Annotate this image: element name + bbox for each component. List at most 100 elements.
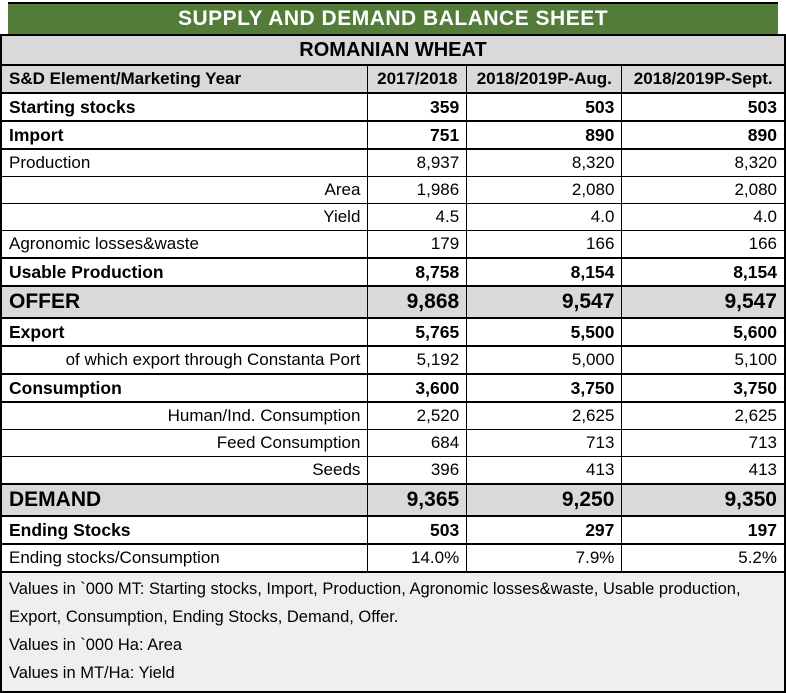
cell-value: 5,100 [621, 345, 786, 375]
cell-value: 2,625 [621, 401, 786, 430]
table-row-offer: OFFER 9,868 9,547 9,547 [0, 285, 786, 319]
cell-value: 4.5 [367, 203, 468, 231]
row-label: OFFER [0, 285, 369, 319]
cell-value: 1,986 [367, 176, 468, 204]
cell-value: 9,365 [367, 483, 468, 517]
footnotes-cell: Values in `000 MT: Starting stocks, Impo… [0, 571, 786, 693]
table-row-constanta-port-export: of which export through Constanta Port 5… [0, 345, 786, 375]
table-row-export: Export 5,765 5,500 5,600 [0, 317, 786, 347]
row-label: Ending stocks/Consumption [0, 543, 369, 573]
row-label: Feed Consumption [0, 429, 369, 457]
footnote-units-mt: Values in `000 MT: Starting stocks, Impo… [9, 580, 741, 626]
cell-value: 890 [466, 120, 623, 150]
column-header-2018-2019-aug: 2018/2019P-Aug. [466, 64, 623, 94]
cell-value: 3,600 [367, 373, 468, 403]
row-label: DEMAND [0, 483, 369, 517]
cell-value: 684 [367, 429, 468, 457]
cell-value: 2,080 [466, 176, 623, 204]
cell-value: 297 [466, 515, 623, 545]
cell-value: 5,000 [466, 345, 623, 375]
cell-value: 9,547 [466, 285, 623, 319]
cell-value: 2,520 [367, 401, 468, 430]
table-row-yield: Yield 4.5 4.0 4.0 [0, 203, 786, 231]
column-header-element: S&D Element/Marketing Year [0, 64, 369, 94]
row-label: Consumption [0, 373, 369, 403]
footnote-units-ha: Values in `000 Ha: Area [9, 636, 183, 654]
table-row-seeds: Seeds 396 413 413 [0, 456, 786, 485]
table-row-starting-stocks: Starting stocks 359 503 503 [0, 92, 786, 122]
cell-value: 166 [466, 230, 623, 259]
subtitle-row: ROMANIAN WHEAT [0, 34, 786, 66]
cell-value: 7.9% [466, 543, 623, 573]
cell-value: 713 [621, 429, 786, 457]
cell-value: 5,500 [466, 317, 623, 347]
title-bar: SUPPLY AND DEMAND BALANCE SHEET [8, 2, 778, 34]
table-row-import: Import 751 890 890 [0, 120, 786, 150]
cell-value: 503 [466, 92, 623, 122]
table-row-demand: DEMAND 9,365 9,250 9,350 [0, 483, 786, 517]
row-label: Export [0, 317, 369, 347]
column-header-2018-2019-sept: 2018/2019P-Sept. [621, 64, 786, 94]
cell-value: 9,868 [367, 285, 468, 319]
table-row-feed-consumption: Feed Consumption 684 713 713 [0, 429, 786, 457]
cell-value: 8,937 [367, 148, 468, 177]
cell-value: 14.0% [367, 543, 468, 573]
footnote-units-mt-ha: Values in MT/Ha: Yield [9, 664, 175, 682]
cell-value: 503 [367, 515, 468, 545]
footnotes-row: Values in `000 MT: Starting stocks, Impo… [0, 571, 786, 693]
cell-value: 5,765 [367, 317, 468, 347]
cell-value: 751 [367, 120, 468, 150]
row-label: Import [0, 120, 369, 150]
cell-value: 413 [466, 456, 623, 485]
table-row-ending-stocks-consumption-ratio: Ending stocks/Consumption 14.0% 7.9% 5.2… [0, 543, 786, 573]
cell-value: 166 [621, 230, 786, 259]
cell-value: 890 [621, 120, 786, 150]
cell-value: 9,547 [621, 285, 786, 319]
table-row-usable-production: Usable Production 8,758 8,154 8,154 [0, 257, 786, 287]
cell-value: 197 [621, 515, 786, 545]
cell-value: 179 [367, 230, 468, 259]
cell-value: 2,080 [621, 176, 786, 204]
row-label: Human/Ind. Consumption [0, 401, 369, 430]
row-label: Production [0, 148, 369, 177]
row-label: Yield [0, 203, 369, 231]
column-header-row: S&D Element/Marketing Year 2017/2018 201… [0, 64, 786, 94]
supply-demand-table: ROMANIAN WHEAT S&D Element/Marketing Yea… [0, 34, 786, 693]
row-label: Seeds [0, 456, 369, 485]
cell-value: 3,750 [466, 373, 623, 403]
cell-value: 4.0 [466, 203, 623, 231]
cell-value: 8,320 [466, 148, 623, 177]
cell-value: 396 [367, 456, 468, 485]
cell-value: 5.2% [621, 543, 786, 573]
table-row-production: Production 8,937 8,320 8,320 [0, 148, 786, 177]
cell-value: 8,320 [621, 148, 786, 177]
table-row-area: Area 1,986 2,080 2,080 [0, 176, 786, 204]
table-row-agronomic-losses: Agronomic losses&waste 179 166 166 [0, 230, 786, 259]
cell-value: 503 [621, 92, 786, 122]
row-label: Ending Stocks [0, 515, 369, 545]
cell-value: 8,154 [621, 257, 786, 287]
cell-value: 8,758 [367, 257, 468, 287]
row-label: Usable Production [0, 257, 369, 287]
cell-value: 8,154 [466, 257, 623, 287]
row-label: Area [0, 176, 369, 204]
cell-value: 359 [367, 92, 468, 122]
row-label: Starting stocks [0, 92, 369, 122]
cell-value: 5,192 [367, 345, 468, 375]
column-header-2017-2018: 2017/2018 [367, 64, 468, 94]
cell-value: 4.0 [621, 203, 786, 231]
table-subtitle: ROMANIAN WHEAT [0, 34, 786, 66]
page-title: SUPPLY AND DEMAND BALANCE SHEET [177, 7, 609, 30]
cell-value: 5,600 [621, 317, 786, 347]
cell-value: 9,350 [621, 483, 786, 517]
cell-value: 9,250 [466, 483, 623, 517]
row-label: Agronomic losses&waste [0, 230, 369, 259]
table-row-consumption: Consumption 3,600 3,750 3,750 [0, 373, 786, 403]
cell-value: 3,750 [621, 373, 786, 403]
cell-value: 413 [621, 456, 786, 485]
table-row-ending-stocks: Ending Stocks 503 297 197 [0, 515, 786, 545]
table-row-human-ind-consumption: Human/Ind. Consumption 2,520 2,625 2,625 [0, 401, 786, 430]
cell-value: 713 [466, 429, 623, 457]
row-label: of which export through Constanta Port [0, 345, 369, 375]
cell-value: 2,625 [466, 401, 623, 430]
